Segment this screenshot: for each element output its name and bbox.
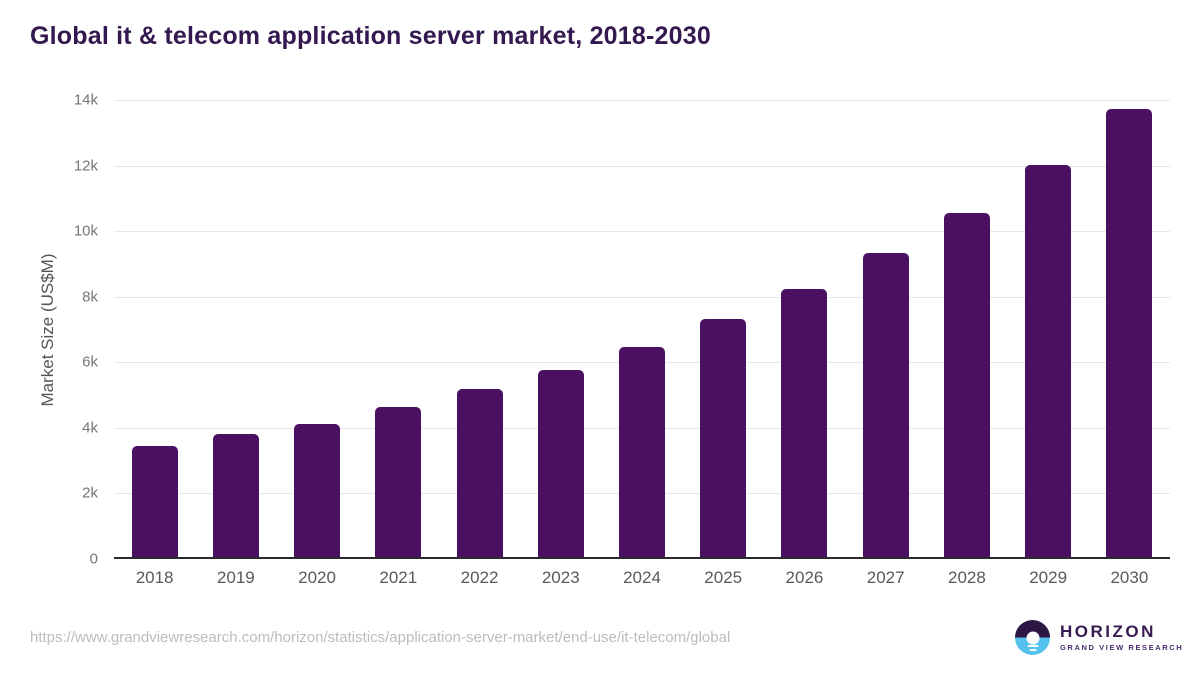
- x-tick-label-2028: 2028: [948, 568, 986, 587]
- bar-2030[interactable]: [1106, 109, 1153, 557]
- y-tick-label-14k: 14k: [73, 91, 98, 109]
- logo-brand: HORIZON: [1060, 621, 1156, 641]
- bar-2021[interactable]: [375, 406, 422, 557]
- y-tick-label-6k: 6k: [82, 353, 98, 371]
- bar-2028[interactable]: [943, 213, 990, 557]
- bar-2024[interactable]: [619, 347, 665, 557]
- y-tick-label-10k: 10k: [73, 222, 98, 240]
- logo-text: HORIZON GRAND VIEW RESEARCH: [1060, 621, 1184, 653]
- bar-2029[interactable]: [1025, 164, 1072, 557]
- plot-area: [114, 100, 1170, 559]
- bar-2018[interactable]: [131, 445, 178, 557]
- y-tick-label-4k: 4k: [82, 419, 98, 437]
- y-tick-label-2k: 2k: [82, 484, 98, 502]
- footer: https://www.grandviewresearch.com/horizo…: [0, 612, 1200, 675]
- bar-2023[interactable]: [537, 370, 584, 557]
- bar-2022[interactable]: [456, 389, 503, 557]
- x-tick-label-2024: 2024: [623, 568, 661, 587]
- x-tick-label-2019: 2019: [216, 568, 255, 587]
- bar-2019[interactable]: [212, 433, 259, 557]
- x-tick-label-2026: 2026: [785, 568, 824, 587]
- gridline-10k: [114, 231, 1170, 233]
- sun-icon: [1026, 631, 1039, 644]
- y-tick-label-8k: 8k: [82, 288, 98, 306]
- source-url[interactable]: https://www.grandviewresearch.com/horizo…: [30, 629, 731, 646]
- sun-reflection-line: [1029, 649, 1036, 651]
- y-tick-label-0: 0: [89, 550, 98, 568]
- x-tick-label-2022: 2022: [460, 568, 499, 587]
- horizon-logo[interactable]: HORIZON GRAND VIEW RESEARCH: [1015, 620, 1183, 655]
- page-title: Global it & telecom application server m…: [30, 22, 711, 50]
- bar-2026[interactable]: [781, 288, 828, 557]
- logo-tagline: GRAND VIEW RESEARCH: [1060, 643, 1184, 653]
- x-tick-label-2021: 2021: [379, 568, 418, 587]
- x-tick-label-2020: 2020: [298, 568, 336, 587]
- sun-reflection-line: [1027, 645, 1038, 647]
- bar-2025[interactable]: [700, 318, 747, 557]
- x-axis-labels: 2018 2019 2020 2021 2022 2023 2024 2025 2026 2027…: [114, 568, 1170, 592]
- x-tick-label-2029: 2029: [1029, 568, 1068, 587]
- bar-2027[interactable]: [862, 253, 909, 557]
- bar-2020[interactable]: [294, 424, 341, 557]
- y-axis-ticks: 0 2k 4k 6k 8k 10k 12k 14k: [0, 92, 98, 568]
- gridline-12k: [114, 165, 1170, 167]
- x-tick-label-2030: 2030: [1110, 568, 1149, 587]
- x-tick-label-2018: 2018: [135, 568, 174, 587]
- x-tick-label-2025: 2025: [704, 568, 743, 587]
- gridline-8k: [114, 296, 1170, 298]
- y-tick-label-12k: 12k: [73, 157, 98, 175]
- x-tick-label-2023: 2023: [541, 568, 580, 587]
- gridline-14k: [114, 100, 1170, 101]
- x-tick-label-2027: 2027: [866, 568, 905, 587]
- horizon-sun-circle-icon: [1015, 620, 1050, 655]
